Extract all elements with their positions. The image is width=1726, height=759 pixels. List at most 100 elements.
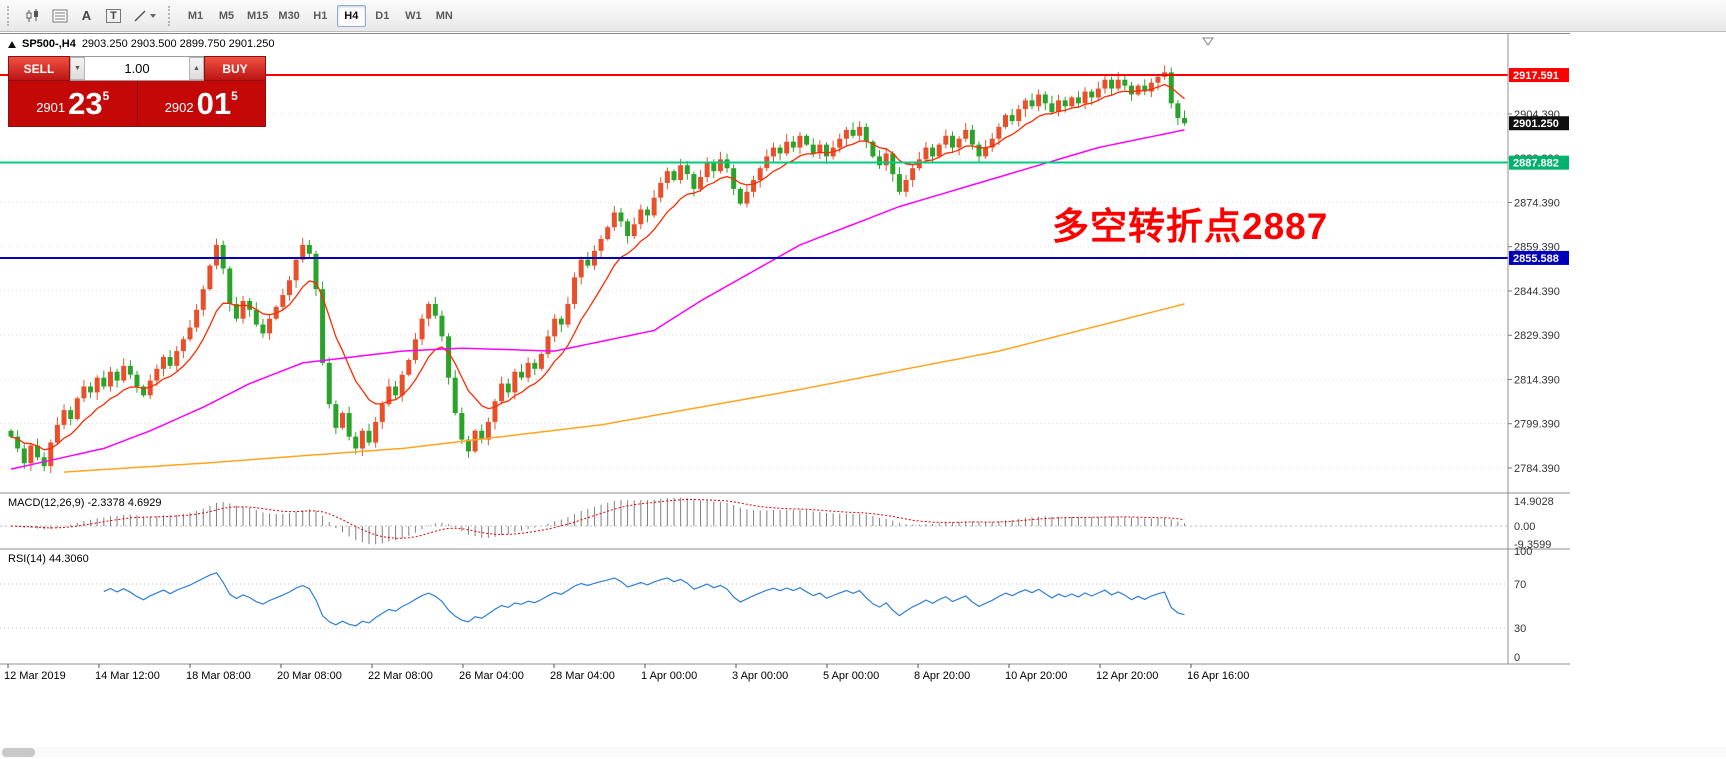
candlestick-chart-icon[interactable] — [19, 4, 46, 28]
candle-body — [174, 351, 180, 366]
time-axis-label: 18 Mar 08:00 — [186, 670, 251, 682]
candle-body — [74, 398, 80, 419]
candle-body — [492, 401, 498, 422]
candle-body — [207, 265, 213, 290]
timeframe-D1[interactable]: D1 — [368, 5, 397, 27]
candle-body — [412, 339, 418, 360]
candle-body — [340, 413, 345, 428]
indicators-icon[interactable] — [46, 4, 73, 28]
timeframe-W1[interactable]: W1 — [399, 5, 428, 27]
candle-body — [870, 141, 876, 157]
time-axis-label: 8 Apr 20:00 — [914, 670, 970, 682]
candle-body — [1016, 109, 1022, 122]
candle-body — [969, 129, 975, 145]
candle-body — [910, 168, 916, 181]
candle-body — [107, 371, 113, 387]
candle-body — [558, 318, 564, 325]
candle-body — [777, 147, 783, 154]
candle-body — [180, 339, 186, 352]
candle-body — [804, 135, 810, 145]
timeframe-MN[interactable]: MN — [430, 5, 459, 27]
candle-body — [1095, 88, 1101, 98]
candle-body — [943, 135, 949, 145]
bid-price-display[interactable]: 2901 23 5 — [9, 81, 138, 126]
rsi-axis-label: 0 — [1514, 652, 1520, 664]
candle-body — [1155, 76, 1161, 83]
candle-body — [1128, 85, 1134, 95]
candle-body — [863, 126, 869, 142]
textbox-tool-button[interactable]: T — [100, 4, 127, 28]
candle-body — [678, 165, 684, 181]
candle-body — [704, 162, 710, 178]
order-buttons-row: SELL ▼ 1.00 ▲ BUY — [8, 56, 266, 81]
candle-body — [890, 153, 896, 175]
candle-body — [611, 212, 617, 228]
candle-body — [903, 180, 909, 192]
sell-button[interactable]: SELL — [8, 56, 70, 81]
candle-body — [823, 144, 829, 157]
ask-pip-digit: 5 — [231, 89, 238, 103]
candle-body — [790, 141, 796, 148]
chevron-down-icon — [150, 13, 156, 18]
candle-body — [8, 430, 14, 437]
time-axis-label: 5 Apr 00:00 — [823, 670, 879, 682]
timeframe-M1[interactable]: M1 — [181, 5, 210, 27]
price-line-label-text: 2887.882 — [1513, 158, 1559, 170]
candle-body — [631, 224, 637, 237]
candle-body — [167, 357, 173, 366]
timeframe-M5[interactable]: M5 — [212, 5, 241, 27]
text-tool-button[interactable]: A — [73, 4, 100, 28]
timeframe-M15[interactable]: M15 — [243, 5, 272, 27]
candle-body — [320, 289, 326, 363]
time-axis-label: 16 Apr 16:00 — [1187, 670, 1249, 682]
candle-body — [565, 303, 571, 325]
candle-body — [638, 209, 644, 225]
window-menu-icon[interactable] — [8, 40, 16, 48]
volume-increase-button[interactable]: ▲ — [189, 57, 204, 80]
chart-window[interactable]: 2904.3902889.3902874.3902859.3902844.390… — [0, 33, 1570, 685]
toolbar-grip[interactable] — [168, 5, 175, 26]
toolbar-grip[interactable] — [7, 5, 14, 26]
candle-body — [353, 436, 359, 449]
buy-button[interactable]: BUY — [204, 56, 266, 81]
rsi-axis-label: 30 — [1514, 623, 1526, 635]
candle-body — [479, 430, 485, 440]
candle-body — [671, 171, 677, 181]
candle-body — [1022, 100, 1028, 110]
candle-body — [1009, 115, 1015, 122]
ask-big-digits: 01 — [196, 86, 232, 121]
ask-price-display[interactable]: 2902 01 5 — [138, 81, 266, 126]
timeframe-H1[interactable]: H1 — [306, 5, 335, 27]
timeframe-M30[interactable]: M30 — [274, 5, 303, 27]
grid-layer — [0, 113, 1508, 469]
candle-body — [1182, 118, 1188, 124]
line-studies-button[interactable] — [127, 4, 163, 28]
candle-body — [1062, 100, 1068, 107]
candle-body — [930, 147, 936, 157]
time-axis-label: 10 Apr 20:00 — [1005, 670, 1067, 682]
candle-body — [519, 371, 525, 378]
candle-body — [949, 135, 955, 148]
candle-body — [61, 410, 67, 425]
time-axis-label: 28 Mar 04:00 — [550, 670, 615, 682]
candle-body — [1089, 91, 1095, 98]
volume-input[interactable]: 1.00 — [124, 61, 150, 76]
price-chart[interactable]: 2904.3902889.3902874.3902859.3902844.390… — [0, 34, 1570, 683]
candle-body — [1082, 91, 1088, 104]
scrollbar-thumb[interactable] — [2, 748, 35, 757]
candle-body — [1029, 100, 1035, 107]
ma-slow-line — [63, 303, 1185, 473]
candle-body — [651, 197, 657, 216]
volume-decrease-button[interactable]: ▼ — [70, 57, 85, 80]
candle-body — [956, 138, 962, 148]
one-click-trading-panel: SELL ▼ 1.00 ▲ BUY 2901 23 5 2902 01 5 — [8, 56, 266, 127]
timeframe-H4[interactable]: H4 — [336, 4, 366, 27]
candle-body — [757, 168, 763, 181]
candle-body — [744, 191, 750, 204]
candle-body — [485, 421, 491, 440]
candle-body — [658, 182, 664, 198]
price-axis-label: 2859.390 — [1514, 242, 1560, 254]
candle-body — [446, 336, 452, 378]
horizontal-scrollbar[interactable] — [0, 747, 1726, 758]
macd-signal-line — [10, 499, 1185, 539]
